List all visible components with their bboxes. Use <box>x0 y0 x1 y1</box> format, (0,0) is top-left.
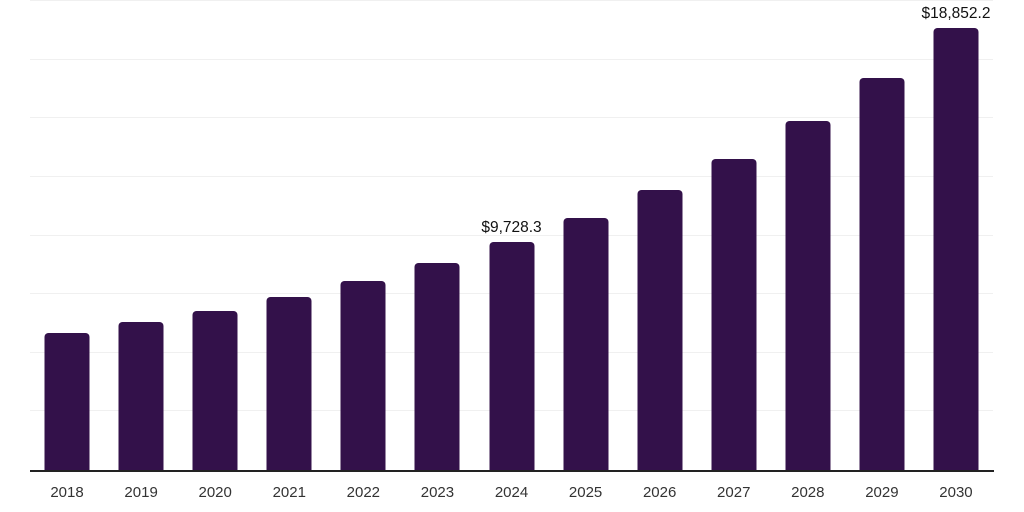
bar[interactable] <box>489 241 534 470</box>
x-tick-label: 2026 <box>642 484 677 501</box>
bar[interactable] <box>933 27 979 470</box>
bar[interactable] <box>785 121 831 470</box>
bar-slot: $18,852.2 2030 <box>919 1 993 500</box>
x-tick-label: 2020 <box>198 484 232 501</box>
bar-slot: $9,728.3 2024 <box>474 1 548 500</box>
bar[interactable] <box>711 159 757 470</box>
x-tick-label: 2027 <box>717 484 751 501</box>
bar-slot: 2028 <box>771 1 845 500</box>
bar-slot: 2029 <box>845 1 919 500</box>
bar-value-label: $18,852.2 <box>921 5 991 23</box>
x-tick-label: 2021 <box>272 484 306 501</box>
bar-slot: 2027 <box>697 1 771 500</box>
bar[interactable] <box>563 218 609 470</box>
x-tick-label: 2018 <box>50 484 84 501</box>
bar[interactable] <box>44 333 90 470</box>
bar[interactable] <box>266 296 312 470</box>
bar[interactable] <box>118 321 164 470</box>
x-tick-label: 2023 <box>420 484 455 501</box>
x-tick-label: 2025 <box>568 484 603 501</box>
x-tick-label: 2028 <box>791 484 825 501</box>
x-axis-line <box>30 470 994 472</box>
x-tick-label: 2030 <box>939 484 973 501</box>
bar-slots: 2018 2019 2020 2021 2022 2023 $9,728.3 2024 2025… <box>30 1 993 500</box>
bar-slot: 2021 <box>252 1 326 500</box>
bar[interactable] <box>192 311 238 470</box>
bar-slot: 2018 <box>30 1 104 500</box>
x-tick-label: 2022 <box>346 484 381 501</box>
plot-area: 2018 2019 2020 2021 2022 2023 $9,728.3 2024 2025… <box>30 0 993 500</box>
bar-slot: 2019 <box>104 1 178 500</box>
bar-slot: 2020 <box>178 1 252 500</box>
bar[interactable] <box>859 78 905 470</box>
bar-slot: 2023 <box>400 1 474 500</box>
bar-slot: 2026 <box>623 1 697 500</box>
bar[interactable] <box>637 190 683 470</box>
bar-value-label: $9,728.3 <box>481 219 542 237</box>
bar[interactable] <box>414 263 460 470</box>
x-tick-label: 2019 <box>124 484 158 501</box>
x-tick-label: 2024 <box>494 484 529 501</box>
x-tick-label: 2029 <box>865 484 899 501</box>
bar-slot: 2025 <box>549 1 623 500</box>
bar-slot: 2022 <box>326 1 400 500</box>
bar[interactable] <box>340 280 386 470</box>
